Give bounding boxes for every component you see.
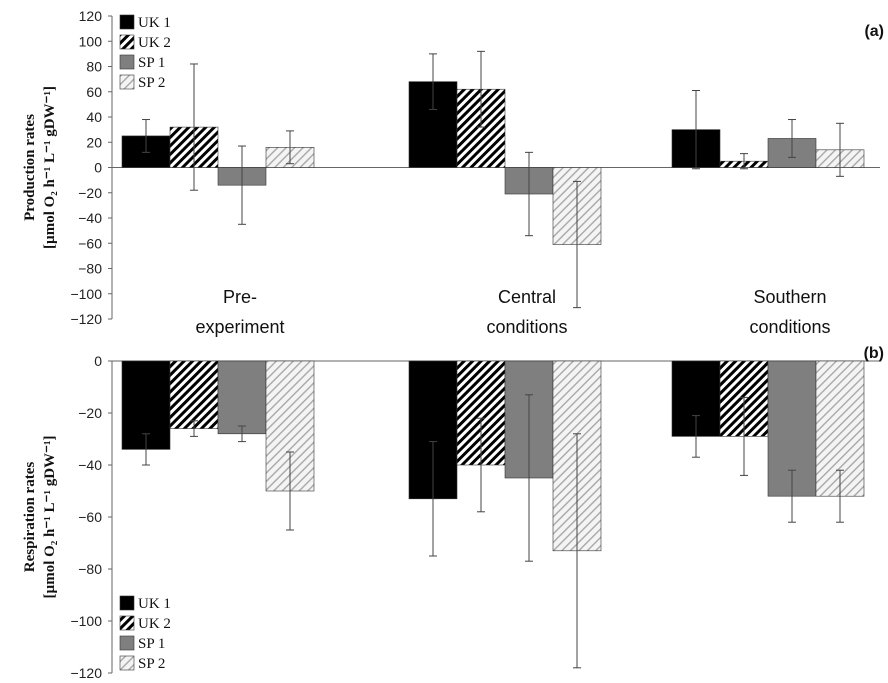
y-tick-label: −120 (70, 665, 102, 681)
legend-swatch (119, 74, 135, 90)
error-bar-sp-2-southern-conditions (836, 469, 844, 523)
y-tick-label: 20 (86, 134, 102, 150)
y-axis-label-line: Respiration rates (22, 462, 38, 573)
error-bar-sp-1-central-conditions (525, 151, 533, 237)
error-bar-uk-2-southern-conditions (740, 153, 748, 170)
y-axis-label-line: [µmol O₂ h⁻¹ L⁻¹ gDW⁻¹] (42, 86, 58, 249)
legend-item-uk-1: UK 1 (119, 595, 171, 612)
legend-item-sp-1: SP 1 (119, 635, 165, 652)
legend-item-sp-2: SP 2 (119, 74, 165, 91)
error-bar-uk-1-central-conditions (429, 441, 437, 557)
panel-label: (a) (864, 23, 884, 40)
legend-item-uk-2: UK 2 (119, 615, 171, 632)
panel-b-respiration-chart: 0 −20 −40 −60 −80 −100 −120 UK 1 UK 2 SP 1 SP 2 (b)… (22, 345, 884, 681)
y-tick-label: −20 (78, 405, 102, 421)
error-bar-sp-2-central-conditions (573, 433, 581, 669)
y-axis-label-line: Production rates (22, 114, 38, 221)
legend-label: SP 1 (138, 55, 165, 71)
y-axis-label: Production rates [µmol O₂ h⁻¹ L⁻¹ gDW⁻¹] (22, 86, 58, 249)
category-label: conditions (486, 317, 567, 337)
error-bar-sp-2-pre-experiment (286, 451, 294, 531)
legend-swatch (119, 655, 135, 671)
error-bar-uk-2-central-conditions (477, 50, 485, 128)
error-bar-uk-1-pre-experiment (142, 433, 150, 466)
error-bar-sp-2-southern-conditions (836, 122, 844, 177)
error-bar-uk-1-central-conditions (429, 53, 437, 110)
y-tick-label: −120 (70, 311, 102, 327)
y-axis-label: Respiration rates [µmol O₂ h⁻¹ L⁻¹ gDW⁻¹] (22, 436, 58, 599)
y-tick-label: −80 (78, 561, 102, 577)
legend-swatch (119, 635, 135, 651)
legend-swatch (119, 54, 135, 70)
y-tick-label: 0 (94, 160, 102, 176)
legend-item-sp-1: SP 1 (119, 54, 165, 71)
y-tick-label: 0 (94, 353, 102, 369)
legend-label: SP 1 (138, 636, 165, 652)
y-tick-label: −40 (78, 457, 102, 473)
y-tick-label: −100 (70, 286, 102, 302)
error-bar-sp-2-pre-experiment (286, 130, 294, 165)
legend-item-uk-2: UK 2 (119, 34, 171, 51)
error-bar-sp-1-pre-experiment (238, 425, 246, 443)
category-label: Pre- (223, 287, 257, 307)
y-tick-label: 120 (79, 8, 103, 24)
y-tick-label: 100 (79, 33, 103, 49)
error-bar-uk-2-southern-conditions (740, 396, 748, 476)
legend-swatch (119, 34, 135, 50)
legend-item-uk-1: UK 1 (119, 14, 171, 31)
error-bar-uk-1-pre-experiment (142, 119, 150, 153)
error-bar-uk-1-southern-conditions (692, 89, 700, 170)
bar-sp-1-pre-experiment (217, 360, 267, 435)
y-tick-label: −60 (78, 235, 102, 251)
y-tick-label: −40 (78, 210, 102, 226)
error-bar-sp-2-central-conditions (573, 180, 581, 309)
error-bar-uk-2-pre-experiment (190, 63, 198, 191)
error-bar-sp-1-pre-experiment (238, 145, 246, 225)
y-tick-label: −20 (78, 185, 102, 201)
bar-uk-2-pre-experiment (169, 360, 219, 429)
legend-swatch (119, 14, 135, 30)
legend-swatch (119, 595, 135, 611)
category-label: experiment (195, 317, 284, 337)
error-bar-uk-1-southern-conditions (692, 415, 700, 458)
category-label: Southern (753, 287, 826, 307)
y-tick-label: −60 (78, 509, 102, 525)
error-bar-sp-1-southern-conditions (788, 119, 796, 158)
error-bar-uk-2-central-conditions (477, 417, 485, 513)
legend-label: UK 2 (138, 616, 171, 632)
legend-label: UK 1 (138, 596, 171, 612)
error-bar-sp-1-central-conditions (525, 394, 533, 562)
y-axis-label-line: [µmol O₂ h⁻¹ L⁻¹ gDW⁻¹] (42, 436, 58, 599)
panel-a-production-chart: 120 100 80 60 40 20 0 −20 −40 −60 −80 −100 −120 UK 1 U… (22, 8, 884, 337)
legend-swatch (119, 615, 135, 631)
y-tick-label: 40 (86, 109, 102, 125)
legend-label: SP 2 (138, 75, 165, 91)
category-label: Central (498, 287, 556, 307)
legend-label: UK 1 (138, 15, 171, 31)
y-tick-label: −80 (78, 261, 102, 277)
legend-label: SP 2 (138, 656, 165, 672)
legend-label: UK 2 (138, 35, 171, 51)
category-label: conditions (749, 317, 830, 337)
y-tick-label: −100 (70, 613, 102, 629)
y-tick-label: 80 (86, 59, 102, 75)
error-bar-sp-1-southern-conditions (788, 469, 796, 523)
panel-label: (b) (864, 345, 884, 362)
error-bar-uk-2-pre-experiment (190, 420, 198, 437)
y-tick-label: 60 (86, 84, 102, 100)
legend-item-sp-2: SP 2 (119, 655, 165, 672)
